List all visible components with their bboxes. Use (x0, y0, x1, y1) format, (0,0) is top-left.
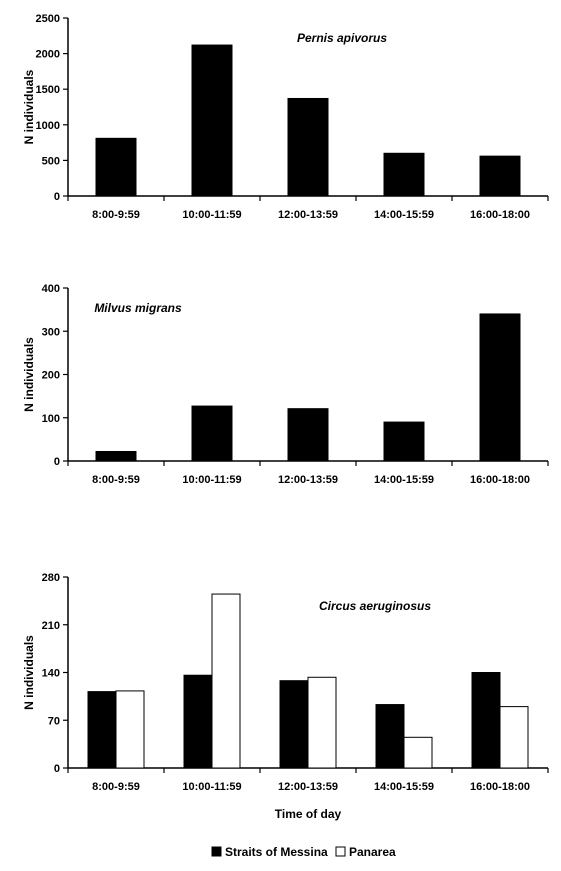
y-tick-label: 210 (42, 620, 60, 632)
x-tick-label: 10:00-11:59 (182, 781, 241, 793)
y-tick-label: 2000 (36, 49, 60, 61)
bar-panarea (403, 736, 433, 769)
y-tick-label: 0 (54, 456, 60, 468)
y-tick-label: 70 (48, 715, 60, 727)
x-tick-label: 14:00-15:59 (374, 474, 434, 486)
bar-panarea (115, 690, 145, 769)
legend-swatch (335, 846, 346, 857)
legend-label: Straits of Messina (225, 845, 328, 859)
species-annotation: Pernis apivorus (297, 31, 387, 45)
chart-panel-2: 0 100 200 300 400 8:00-9:59 10:00-11:59 12:00-1… (22, 283, 549, 486)
chart-panel-3: 0 70 140 210 280 8:00-9:59 10:00-11:59 12:00-13… (22, 572, 549, 821)
y-tick-label: 300 (42, 326, 60, 338)
bar-straits-of-messina (95, 137, 137, 197)
bar-straits-of-messina (383, 152, 425, 197)
species-annotation: Milvus migrans (94, 301, 182, 315)
x-tick-label: 14:00-15:59 (374, 781, 434, 793)
chart-panel-1: 0 500 1000 1500 2000 2500 8:00-9:59 10:00-11:59… (22, 13, 549, 221)
y-axis-title: N individuals (22, 337, 36, 412)
species-annotation: Circus aeruginosus (319, 599, 431, 613)
y-axis-title: N individuals (22, 69, 36, 144)
y-tick-label: 0 (54, 191, 60, 203)
x-tick-label: 8:00-9:59 (92, 474, 140, 486)
y-tick-label: 500 (42, 155, 60, 167)
bar-straits-of-messina (479, 313, 521, 462)
x-axis-title: Time of day (275, 807, 342, 821)
bar-straits-of-messina (87, 691, 117, 769)
bar-straits-of-messina (375, 704, 405, 769)
y-tick-label: 0 (54, 763, 60, 775)
y-tick-label: 140 (42, 668, 60, 680)
x-tick-label: 16:00-18:00 (470, 781, 530, 793)
y-tick-label: 100 (42, 413, 60, 425)
x-tick-label: 8:00-9:59 (92, 209, 140, 221)
bar-straits-of-messina (287, 408, 329, 462)
legend-label: Panarea (349, 845, 396, 859)
y-tick-label: 200 (42, 370, 60, 382)
bar-straits-of-messina (95, 450, 137, 462)
y-tick-label: 280 (42, 572, 60, 584)
bar-straits-of-messina (191, 405, 233, 462)
bar-straits-of-messina (471, 672, 501, 769)
bar-panarea (211, 593, 241, 769)
bar-straits-of-messina (479, 155, 521, 197)
x-tick-label: 16:00-18:00 (470, 474, 530, 486)
y-tick-label: 1500 (36, 84, 60, 96)
x-tick-label: 10:00-11:59 (182, 474, 241, 486)
y-tick-label: 400 (42, 283, 60, 295)
bar-straits-of-messina (279, 680, 309, 769)
x-tick-label: 12:00-13:59 (278, 781, 338, 793)
x-tick-label: 8:00-9:59 (92, 781, 140, 793)
x-tick-label: 12:00-13:59 (278, 474, 338, 486)
x-tick-label: 14:00-15:59 (374, 209, 434, 221)
bar-straits-of-messina (191, 44, 233, 197)
bar-straits-of-messina (183, 674, 213, 769)
legend-swatch (211, 846, 222, 857)
x-tick-label: 12:00-13:59 (278, 209, 338, 221)
bar-panarea (307, 676, 337, 769)
y-axis-title: N individuals (22, 635, 36, 710)
bar-straits-of-messina (383, 421, 425, 462)
legend: Straits of Messina Panarea (211, 845, 396, 859)
bar-panarea (499, 706, 529, 769)
y-tick-label: 2500 (36, 13, 60, 25)
x-tick-label: 10:00-11:59 (182, 209, 241, 221)
y-tick-label: 1000 (36, 120, 60, 132)
x-tick-label: 16:00-18:00 (470, 209, 530, 221)
bar-straits-of-messina (287, 97, 329, 197)
